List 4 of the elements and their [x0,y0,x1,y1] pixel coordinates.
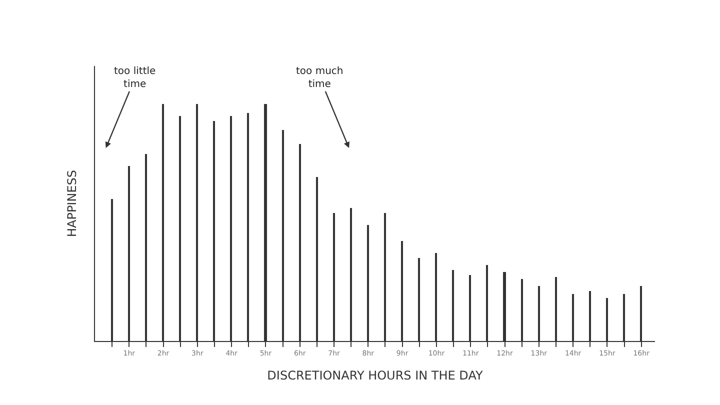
text: too much time [296,66,344,90]
y-axis-title: HAPPINESS [65,170,80,238]
text: too little time [114,66,156,90]
x-axis-title: DISCRETIONARY HOURS IN THE DAY [267,368,484,382]
